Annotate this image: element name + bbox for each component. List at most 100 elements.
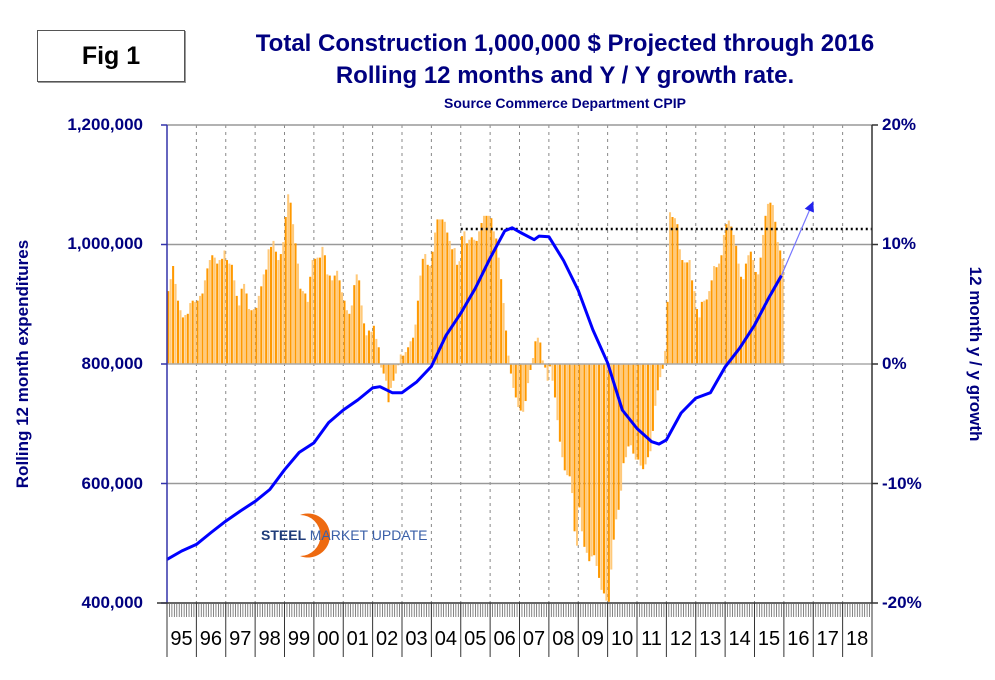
growth-bar <box>487 215 490 364</box>
x-tick-label: 09 <box>581 628 604 650</box>
growth-bar <box>448 240 451 364</box>
growth-bar <box>323 255 326 364</box>
growth-bar <box>639 364 642 466</box>
growth-bar <box>553 364 557 398</box>
growth-bar <box>666 301 669 364</box>
growth-bar <box>189 303 192 364</box>
growth-bar <box>659 364 662 378</box>
growth-bar <box>321 246 324 364</box>
growth-bar <box>695 309 698 364</box>
growth-bar <box>661 364 664 369</box>
growth-bar <box>365 335 368 364</box>
growth-bar <box>529 364 532 370</box>
growth-bar <box>629 364 632 446</box>
growth-bar <box>336 270 339 364</box>
growth-bar <box>211 255 214 364</box>
growth-bar <box>456 264 459 364</box>
growth-bar <box>243 283 246 364</box>
growth-bar <box>358 280 361 364</box>
growth-bar <box>316 257 319 364</box>
growth-bar <box>380 364 383 368</box>
rolling-12-month-line <box>166 226 783 561</box>
growth-bar <box>495 238 498 364</box>
growth-bar <box>201 293 204 364</box>
x-tick-label: 01 <box>346 628 369 650</box>
growth-bar <box>642 364 645 470</box>
x-tick-label: 03 <box>405 628 428 650</box>
growth-bar <box>238 305 241 364</box>
growth-bar <box>443 221 446 364</box>
growth-bar <box>218 260 221 364</box>
growth-bar <box>509 364 512 374</box>
growth-bar <box>416 300 419 364</box>
growth-bar <box>225 260 228 364</box>
growth-bar <box>710 280 713 364</box>
growth-bar <box>345 310 348 364</box>
x-tick-label: 07 <box>522 628 546 650</box>
growth-bar <box>514 364 517 398</box>
projection-arrowhead-icon <box>804 201 814 213</box>
growth-bar <box>634 364 637 460</box>
growth-bar <box>262 274 265 364</box>
x-tick-label: 96 <box>199 628 222 650</box>
growth-bar <box>409 341 412 364</box>
growth-bar <box>446 232 449 364</box>
growth-bar <box>331 280 334 364</box>
growth-bar <box>350 305 353 364</box>
growth-bar <box>539 342 542 364</box>
growth-bar <box>649 364 652 452</box>
growth-bar <box>708 291 711 364</box>
growth-bar <box>463 231 466 364</box>
growth-bar <box>233 280 236 364</box>
growth-bar <box>617 364 620 510</box>
growth-bar <box>399 354 402 364</box>
x-tick-label: 17 <box>816 628 839 650</box>
growth-bar <box>301 291 304 364</box>
growth-bar <box>289 202 292 364</box>
growth-bar <box>762 234 765 364</box>
growth-bar <box>531 358 534 364</box>
growth-bar <box>717 263 721 364</box>
growth-bar <box>407 347 410 364</box>
growth-bar <box>375 338 378 364</box>
growth-bar <box>536 337 539 364</box>
growth-bar <box>431 251 434 364</box>
growth-bar <box>194 301 197 364</box>
growth-bar <box>270 246 273 364</box>
growth-bar <box>402 355 405 364</box>
growth-bar <box>632 364 635 454</box>
growth-bar <box>644 364 647 465</box>
logo-text: STEEL MARKET UPDATE <box>261 527 428 543</box>
growth-bar <box>497 257 500 364</box>
growth-bar <box>580 364 583 532</box>
growth-bar <box>184 315 187 364</box>
growth-bar <box>612 364 615 540</box>
x-tick-label: 18 <box>846 628 869 650</box>
growth-bar <box>764 215 767 364</box>
growth-bar <box>654 364 657 406</box>
growth-bar <box>196 300 199 364</box>
growth-bar <box>245 293 248 364</box>
steel-market-update-logo: STEEL MARKET UPDATE <box>261 513 428 558</box>
growth-bar <box>656 364 659 391</box>
growth-bar <box>203 280 206 364</box>
growth-bar <box>595 364 598 566</box>
growth-bar <box>287 194 290 364</box>
growth-bar <box>705 299 708 364</box>
growth-bar <box>563 364 566 471</box>
x-tick-label: 08 <box>552 628 575 650</box>
growth-bar <box>593 364 596 556</box>
growth-bar <box>306 301 309 364</box>
growth-bar <box>240 288 243 364</box>
growth-bar <box>637 364 640 460</box>
growth-bar <box>681 260 684 364</box>
growth-bar <box>749 251 752 364</box>
growth-bar <box>571 364 574 494</box>
growth-bar <box>309 276 312 364</box>
growth-bar <box>779 250 782 364</box>
growth-bar <box>693 291 696 364</box>
growth-bar <box>519 364 522 411</box>
growth-bar <box>568 364 571 477</box>
growth-bar <box>561 364 564 458</box>
growth-bar <box>664 350 667 364</box>
